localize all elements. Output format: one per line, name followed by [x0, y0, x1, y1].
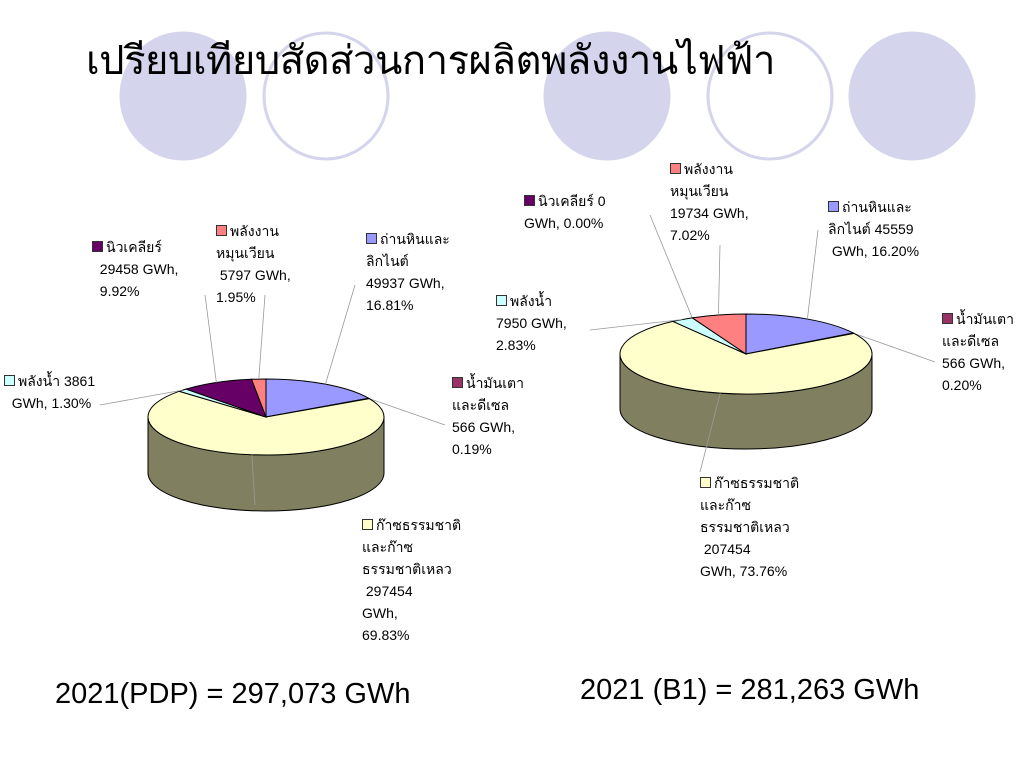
decorative-circle	[706, 31, 834, 161]
label-line: GWh, 16.20%	[828, 243, 920, 259]
legend-swatch	[92, 241, 103, 252]
leader-line	[853, 332, 936, 363]
label-line: นิวเคลียร์ 0	[538, 193, 606, 209]
leader-line	[325, 284, 356, 385]
label-line: ธรรมชาติเหลว	[362, 561, 452, 577]
label-line: หมุนเวียน	[216, 245, 275, 261]
data-label-renewable: พลังงานหมุนเวียน 19734 GWh, 7.02%	[670, 158, 749, 246]
label-line: 0.19%	[452, 441, 492, 457]
legend-swatch	[942, 313, 953, 324]
label-line: นิวเคลียร์	[106, 239, 162, 255]
data-label-coal: ถ่านหินและลิกไนต์ 49937 GWh, 16.81%	[366, 228, 450, 316]
decorative-circle	[262, 31, 390, 161]
legend-swatch	[496, 295, 507, 306]
label-line: ลิกไนต์ 45559	[828, 221, 914, 237]
label-line: 566 GWh,	[942, 355, 1006, 371]
label-line: 297454	[362, 583, 413, 599]
label-line: 9.92%	[92, 283, 140, 299]
data-label-hydro: พลังน้ำ 3861 GWh, 1.30%	[4, 370, 95, 414]
label-line: พลังงาน	[230, 223, 279, 239]
label-line: 29458 GWh,	[92, 261, 179, 277]
label-line: GWh, 1.30%	[4, 395, 92, 411]
label-line: 19734 GWh,	[670, 205, 749, 221]
label-line: และดีเซล	[942, 333, 1000, 349]
legend-swatch	[216, 225, 227, 236]
pie-chart-2	[589, 214, 936, 473]
label-line: ลิกไนต์	[366, 253, 409, 269]
decorative-circles	[119, 31, 976, 161]
leader-line	[589, 319, 683, 331]
legend-swatch	[700, 477, 711, 488]
leader-line	[251, 454, 256, 506]
label-line: 5797 GWh,	[216, 267, 291, 283]
label-line: พลังน้ำ 3861	[18, 373, 96, 389]
label-line: 0.20%	[942, 377, 982, 393]
label-line: หมุนเวียน	[670, 183, 729, 199]
legend-swatch	[670, 163, 681, 174]
legend-swatch	[362, 519, 373, 530]
pie-slice-nuclear	[184, 378, 267, 418]
pie-slice-renewable	[690, 313, 747, 355]
leader-line	[699, 393, 721, 473]
label-line: น้ำมันเตา	[466, 375, 524, 391]
label-line: 2.83%	[496, 337, 536, 353]
legend-swatch	[4, 375, 15, 386]
label-line: และก๊าซ	[700, 497, 751, 513]
leader-line	[649, 214, 693, 318]
pie-slice-gas	[619, 320, 873, 395]
total-pdp: 2021(PDP) = 297,073 GWh	[55, 678, 411, 710]
data-label-oil: น้ำมันเตาและดีเซล 566 GWh, 0.20%	[942, 308, 1014, 396]
data-label-hydro: พลังน้ำ 7950 GWh, 2.83%	[496, 290, 567, 356]
leader-line	[204, 294, 217, 383]
label-line: 7.02%	[670, 227, 710, 243]
slide-title: เปรียบเทียบสัดส่วนการผลิตพลังงานไฟฟ้า	[86, 38, 775, 83]
label-line: GWh, 73.76%	[700, 563, 788, 579]
label-line: 207454	[700, 541, 751, 557]
label-line: ถ่านหินและ	[380, 231, 450, 247]
label-line: ก๊าซธรรมชาติ	[376, 517, 462, 533]
label-line: ก๊าซธรรมชาติ	[714, 475, 800, 491]
label-line: 69.83%	[362, 627, 410, 643]
label-line: และดีเซล	[452, 397, 510, 413]
label-line: น้ำมันเตา	[956, 311, 1014, 327]
legend-swatch	[828, 201, 839, 212]
legend-swatch	[366, 233, 377, 244]
label-line: 7950 GWh,	[496, 315, 567, 331]
legend-swatch	[452, 377, 463, 388]
label-line: 1.95%	[216, 289, 256, 305]
data-label-coal: ถ่านหินและลิกไนต์ 45559 GWh, 16.20%	[828, 196, 919, 262]
data-label-renewable: พลังงานหมุนเวียน 5797 GWh, 1.95%	[216, 220, 291, 308]
leader-line	[258, 294, 266, 380]
label-line: 49937 GWh,	[366, 275, 445, 291]
data-label-nuclear: นิวเคลียร์ 29458 GWh, 9.92%	[92, 236, 178, 302]
data-label-gas: ก๊าซธรรมชาติและก๊าซธรรมชาติเหลว 207454 GW…	[700, 472, 799, 582]
pie-slice-coal	[265, 378, 371, 418]
data-label-gas: ก๊าซธรรมชาติและก๊าซธรรมชาติเหลว 297454 GW…	[362, 514, 461, 646]
pie-slice-coal	[745, 313, 855, 355]
legend-swatch	[524, 195, 535, 206]
label-line: GWh, 0.00%	[524, 215, 604, 231]
label-line: ธรรมชาติเหลว	[700, 519, 790, 535]
data-label-oil: น้ำมันเตาและดีเซล 566 GWh, 0.19%	[452, 372, 524, 460]
leader-line	[718, 244, 721, 315]
leader-line	[99, 389, 183, 406]
label-line: และก๊าซ	[362, 539, 413, 555]
total-b1: 2021 (B1) = 281,263 GWh	[580, 674, 920, 706]
label-line: ถ่านหินและ	[842, 199, 912, 215]
label-line: พลังน้ำ	[510, 293, 553, 309]
label-line: 566 GWh,	[452, 419, 516, 435]
decorative-circle	[543, 31, 671, 161]
label-line: พลังงาน	[684, 161, 733, 177]
label-line: 16.81%	[366, 297, 414, 313]
pie-slice-renewable	[250, 378, 267, 418]
leader-line	[806, 229, 819, 320]
data-label-nuclear: นิวเคลียร์ 0 GWh, 0.00%	[524, 190, 606, 234]
decorative-circle	[848, 31, 976, 161]
decorative-circle	[119, 31, 247, 161]
leader-line	[368, 398, 446, 426]
pie-chart-1	[99, 284, 446, 512]
label-line: GWh,	[362, 605, 398, 621]
